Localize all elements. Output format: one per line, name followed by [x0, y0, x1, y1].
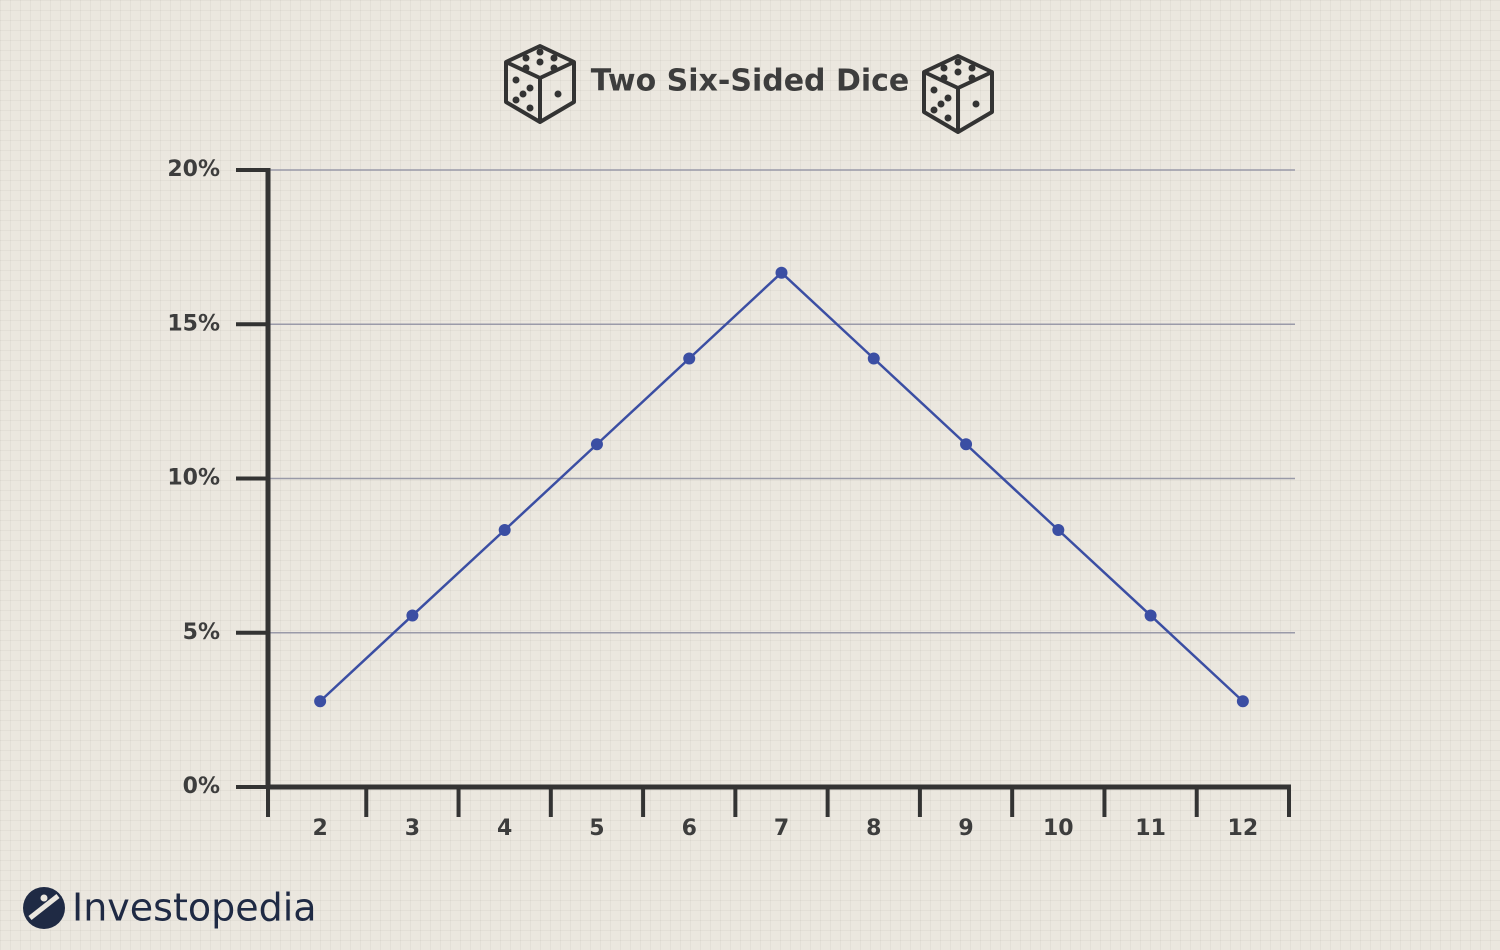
data-point	[683, 352, 696, 365]
y-tick-label: 10%	[167, 466, 220, 491]
dice-icon	[504, 44, 576, 124]
x-tick-label: 4	[497, 816, 512, 841]
data-point	[406, 609, 419, 622]
data-point	[775, 266, 788, 279]
data-point	[498, 524, 511, 537]
data-line	[319, 271, 1244, 703]
data-point	[867, 352, 880, 365]
x-tick-label: 3	[405, 816, 420, 841]
x-tick-label: 7	[774, 816, 789, 841]
y-tick-label: 20%	[167, 157, 220, 182]
x-tick-label: 8	[866, 816, 881, 841]
data-point	[590, 438, 603, 451]
brand-logo: Investopedia	[23, 886, 317, 930]
y-tick-label: 15%	[167, 311, 220, 336]
x-tick-label: 12	[1228, 816, 1259, 841]
data-point	[1144, 609, 1157, 622]
data-point	[1236, 695, 1249, 708]
x-tick-label: 10	[1043, 816, 1074, 841]
data-point	[960, 438, 973, 451]
x-tick-label: 2	[312, 816, 327, 841]
y-tick-label: 0%	[183, 774, 220, 799]
x-tick-label: 6	[682, 816, 697, 841]
brand-name: Investopedia	[72, 886, 317, 930]
dice-icon	[922, 54, 994, 134]
x-tick-label: 9	[958, 816, 973, 841]
y-tick-label: 5%	[183, 620, 220, 645]
x-tick-label: 5	[589, 816, 604, 841]
chart-title: Two Six-Sided Dice	[591, 64, 910, 99]
data-point	[1052, 524, 1065, 537]
data-point	[314, 695, 327, 708]
x-tick-label: 11	[1135, 816, 1166, 841]
